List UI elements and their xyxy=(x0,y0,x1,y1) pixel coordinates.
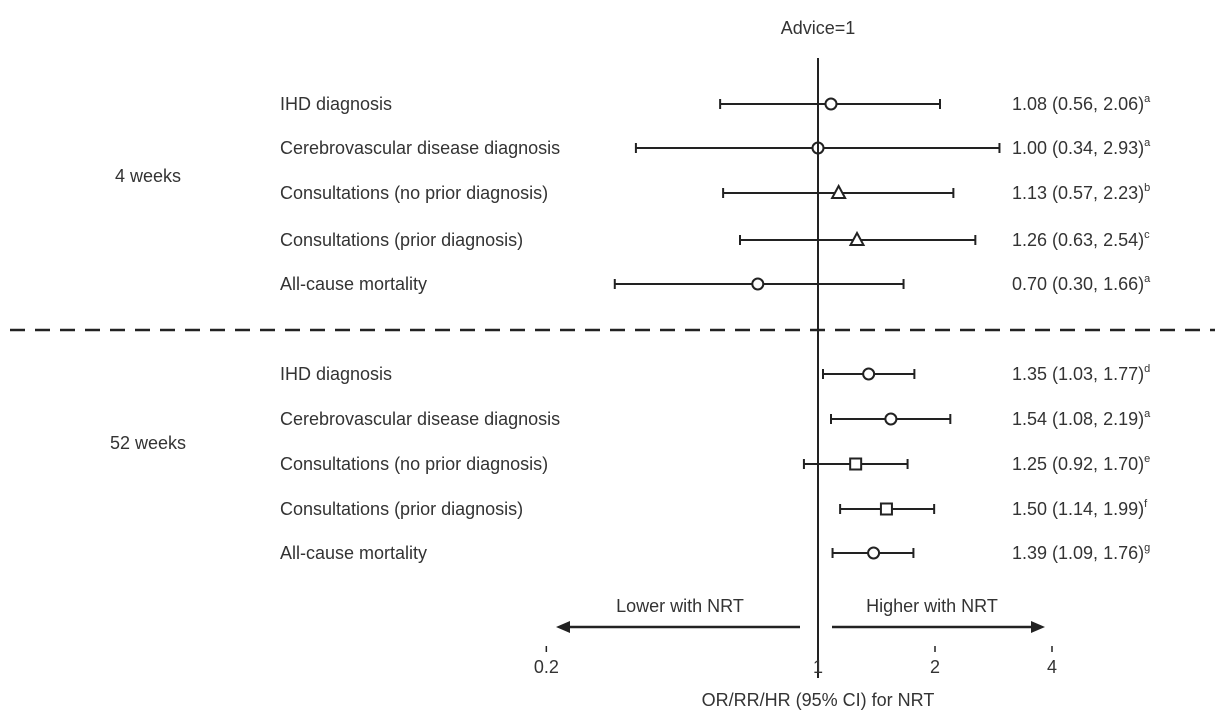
row-label: Consultations (no prior diagnosis) xyxy=(280,183,548,203)
forest-row: Cerebrovascular disease diagnosis 1.00 (0… xyxy=(280,137,1151,158)
estimate-text: 0.70 (0.30, 1.66)a xyxy=(1012,273,1151,294)
estimate-text: 1.39 (1.09, 1.76)g xyxy=(1012,542,1150,563)
x-axis-ticks: 0.2 1 2 4 xyxy=(534,646,1057,677)
chart-title: Advice=1 xyxy=(781,18,856,38)
point-estimate-triangle xyxy=(830,183,847,199)
row-label: All-cause mortality xyxy=(280,543,427,563)
point-estimate-circle xyxy=(884,412,898,426)
forest-row: IHD diagnosis 1.08 (0.56, 2.06)a xyxy=(280,93,1151,114)
point-estimate-square xyxy=(849,457,863,471)
x-tick-label: 0.2 xyxy=(534,657,559,677)
forest-row: Consultations (prior diagnosis) 1.26 (0.6… xyxy=(280,229,1150,250)
footnote-marker: a xyxy=(1144,408,1151,420)
estimate-text: 1.13 (0.57, 2.23)b xyxy=(1012,182,1150,203)
row-label: Consultations (prior diagnosis) xyxy=(280,230,523,250)
footnote-marker: f xyxy=(1144,498,1148,510)
row-label: Consultations (no prior diagnosis) xyxy=(280,454,548,474)
footnote-marker: a xyxy=(1144,93,1151,105)
footnote-marker: a xyxy=(1144,273,1151,285)
forest-row: Cerebrovascular disease diagnosis 1.54 (1… xyxy=(280,408,1151,429)
footnote-marker: c xyxy=(1144,229,1150,241)
point-estimate-circle xyxy=(867,546,881,560)
forest-row: All-cause mortality 1.39 (1.09, 1.76)g xyxy=(280,542,1150,563)
row-label: IHD diagnosis xyxy=(280,94,392,114)
estimate-text: 1.54 (1.08, 2.19)a xyxy=(1012,408,1151,429)
footnote-marker: d xyxy=(1144,363,1150,375)
rows-layer: 4 weeks IHD diagnosis 1.08 (0.56, 2.06)a Ce… xyxy=(110,93,1151,563)
row-label: Cerebrovascular disease diagnosis xyxy=(280,409,560,429)
forest-row: All-cause mortality 0.70 (0.30, 1.66)a xyxy=(280,273,1151,294)
row-label: IHD diagnosis xyxy=(280,364,392,384)
row-label: Cerebrovascular disease diagnosis xyxy=(280,138,560,158)
forest-row: IHD diagnosis 1.35 (1.03, 1.77)d xyxy=(280,363,1150,384)
footnote-marker: a xyxy=(1144,137,1151,149)
footnote-marker: g xyxy=(1144,542,1150,554)
direction-arrows: Lower with NRT Higher with NRT xyxy=(556,596,1045,633)
estimate-text: 1.00 (0.34, 2.93)a xyxy=(1012,137,1151,158)
forest-row: Consultations (prior diagnosis) 1.50 (1.1… xyxy=(280,498,1148,519)
estimate-text: 1.50 (1.14, 1.99)f xyxy=(1012,498,1148,519)
point-estimate-triangle xyxy=(848,230,866,246)
footnote-marker: b xyxy=(1144,182,1150,194)
row-label: Consultations (prior diagnosis) xyxy=(280,499,523,519)
group-label: 4 weeks xyxy=(115,166,181,186)
x-tick-label: 2 xyxy=(930,657,940,677)
x-tick-label: 4 xyxy=(1047,657,1057,677)
point-estimate-square xyxy=(879,502,893,516)
point-estimate-circle xyxy=(824,97,838,111)
forest-row: Consultations (no prior diagnosis) 1.25 (… xyxy=(280,453,1150,474)
estimate-text: 1.26 (0.63, 2.54)c xyxy=(1012,229,1150,250)
direction-label-right: Higher with NRT xyxy=(866,596,998,616)
row-label: All-cause mortality xyxy=(280,274,427,294)
estimate-text: 1.35 (1.03, 1.77)d xyxy=(1012,363,1150,384)
direction-label-left: Lower with NRT xyxy=(616,596,744,616)
x-tick-label: 1 xyxy=(813,657,823,677)
arrow-left-head xyxy=(556,621,570,633)
point-estimate-circle xyxy=(751,277,765,291)
group-label: 52 weeks xyxy=(110,433,186,453)
estimate-text: 1.25 (0.92, 1.70)e xyxy=(1012,453,1150,474)
estimate-text: 1.08 (0.56, 2.06)a xyxy=(1012,93,1151,114)
arrow-right-head xyxy=(1031,621,1045,633)
point-estimate-circle xyxy=(862,367,876,381)
forest-row: Consultations (no prior diagnosis) 1.13 (… xyxy=(280,182,1150,203)
x-axis-label: OR/RR/HR (95% CI) for NRT xyxy=(702,690,935,710)
footnote-marker: e xyxy=(1144,453,1150,465)
